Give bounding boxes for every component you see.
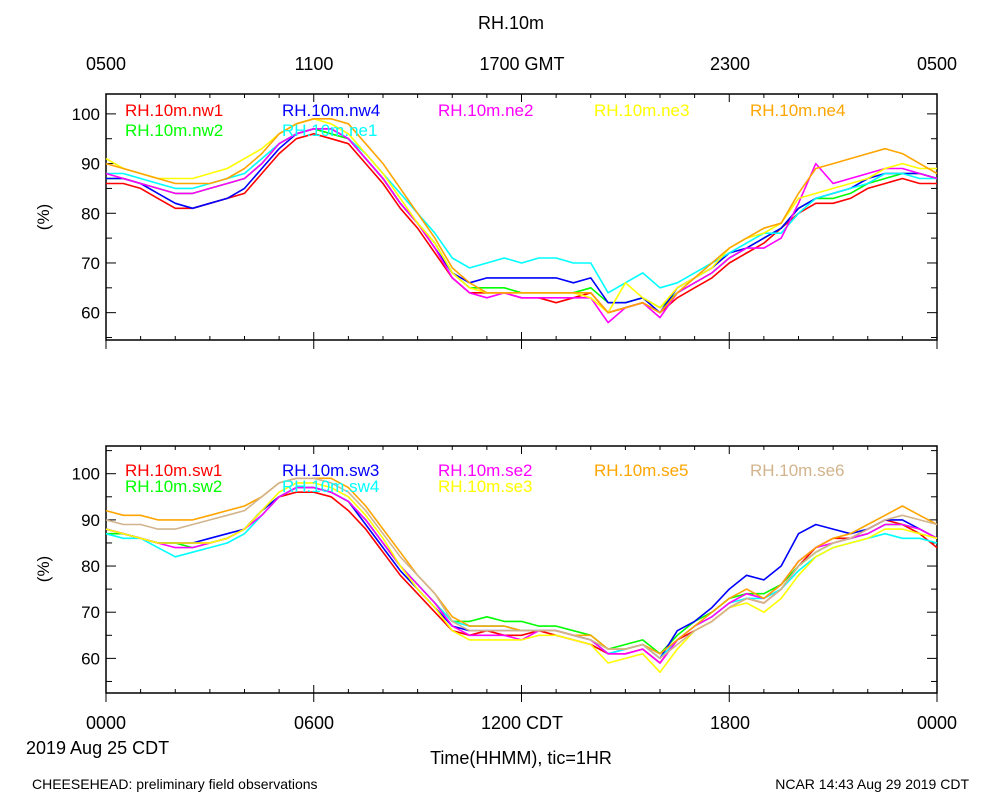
chart-title: RH.10m bbox=[478, 13, 544, 33]
lower-series bbox=[105, 477, 938, 674]
legend-entry: RH.10m.ne3 bbox=[594, 101, 689, 120]
footer-left: CHEESEHEAD: preliminary field observatio… bbox=[32, 776, 318, 792]
legend-entry: RH.10m.se5 bbox=[594, 461, 688, 480]
legend-entry: RH.10m.ne4 bbox=[750, 101, 845, 120]
series-line-RH.10m.ne3 bbox=[105, 118, 937, 314]
legend-entry: RH.10m.sw3 bbox=[282, 461, 379, 480]
legend-entry: RH.10m.se6 bbox=[750, 461, 844, 480]
top-tick-label: 2300 bbox=[710, 54, 750, 74]
series-line-RH.10m.ne1 bbox=[106, 128, 937, 294]
bottom-tick-label: 0000 bbox=[86, 713, 126, 733]
legend-entry: RH.10m.nw1 bbox=[125, 101, 223, 120]
series-line-RH.10m.sw2 bbox=[106, 486, 938, 655]
y-tick-label: 60 bbox=[81, 649, 100, 668]
upper-series bbox=[105, 118, 938, 324]
footer-right: NCAR 14:43 Aug 29 2019 CDT bbox=[775, 776, 969, 792]
y-tick-label: 90 bbox=[81, 155, 100, 174]
lower-ticks: 60 70 80 90 100 bbox=[72, 446, 938, 702]
series-line-RH.10m.sw3 bbox=[105, 486, 938, 660]
legend-entry: RH.10m.se2 bbox=[438, 461, 532, 480]
bottom-tick-label: 1800 bbox=[710, 713, 750, 733]
bottom-tick-label: 0000 bbox=[917, 713, 957, 733]
series-line-RH.10m.nw2 bbox=[106, 128, 938, 309]
legend-entry: RH.10m.se3 bbox=[438, 477, 532, 496]
series-line-RH.10m.se3 bbox=[105, 482, 938, 674]
legend-entry: RH.10m.sw1 bbox=[125, 461, 222, 480]
series-line-RH.10m.ne2 bbox=[105, 128, 938, 324]
y-tick-label: 100 bbox=[72, 105, 100, 124]
series-line-RH.10m.se5 bbox=[105, 477, 938, 655]
series-line-RH.10m.se6 bbox=[105, 477, 938, 660]
date-label: 2019 Aug 25 CDT bbox=[26, 738, 169, 758]
upper-plot-frame bbox=[105, 93, 938, 341]
legend-entry: RH.10m.sw2 bbox=[125, 477, 222, 496]
legend-entry: RH.10m.ne2 bbox=[438, 101, 533, 120]
series-line-RH.10m.nw1 bbox=[106, 133, 937, 314]
legend-entry: RH.10m.sw4 bbox=[282, 477, 379, 496]
series-line-RH.10m.sw4 bbox=[105, 486, 938, 660]
series-line-RH.10m.sw1 bbox=[105, 491, 938, 664]
x-axis-label: Time(HHMM), tic=1HR bbox=[430, 748, 612, 768]
upper-ticks: 60 70 80 90 100 bbox=[72, 94, 938, 349]
top-tick-label: 0500 bbox=[917, 54, 957, 74]
y-tick-label: 90 bbox=[81, 511, 100, 530]
legend-entry: RH.10m.nw2 bbox=[125, 121, 223, 140]
top-tick-label: 1700 GMT bbox=[479, 54, 564, 74]
top-axis: 0500 1100 1700 GMT 2300 0500 bbox=[86, 54, 957, 74]
y-tick-label: 60 bbox=[81, 304, 100, 323]
bottom-axis: 0000 0600 1200 CDT 1800 0000 bbox=[86, 713, 957, 733]
series-line-RH.10m.nw4 bbox=[106, 128, 938, 314]
upper-ylabel: (%) bbox=[34, 204, 53, 230]
series-line-RH.10m.ne4 bbox=[105, 118, 938, 314]
y-tick-label: 70 bbox=[81, 603, 100, 622]
legend-entry: RH.10m.nw4 bbox=[282, 101, 380, 120]
bottom-tick-label: 0600 bbox=[294, 713, 334, 733]
y-tick-label: 80 bbox=[81, 204, 100, 223]
y-tick-label: 100 bbox=[72, 465, 100, 484]
legend-entry: RH.10m.ne1 bbox=[282, 121, 377, 140]
bottom-tick-label: 1200 CDT bbox=[481, 713, 563, 733]
y-tick-label: 80 bbox=[81, 557, 100, 576]
lower-ylabel: (%) bbox=[34, 556, 53, 582]
top-tick-label: 0500 bbox=[86, 54, 126, 74]
top-tick-label: 1100 bbox=[295, 54, 334, 74]
y-tick-label: 70 bbox=[81, 254, 100, 273]
